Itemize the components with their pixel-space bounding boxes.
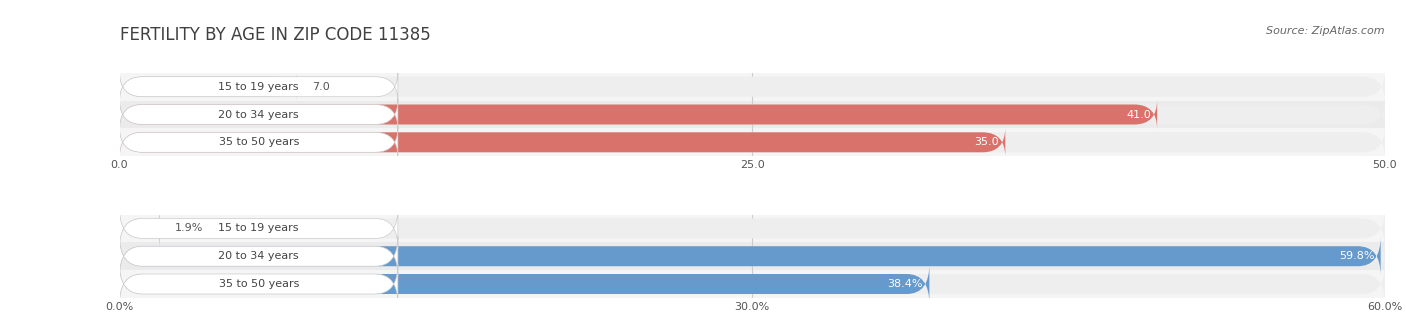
FancyBboxPatch shape: [120, 264, 929, 304]
Bar: [120, 73, 1385, 101]
Bar: [120, 101, 1385, 128]
FancyBboxPatch shape: [120, 264, 1385, 304]
Text: 15 to 19 years: 15 to 19 years: [218, 82, 299, 92]
Text: 7.0: 7.0: [312, 82, 329, 92]
FancyBboxPatch shape: [120, 236, 398, 276]
Text: Source: ZipAtlas.com: Source: ZipAtlas.com: [1267, 26, 1385, 36]
FancyBboxPatch shape: [120, 72, 398, 102]
Text: 1.9%: 1.9%: [174, 223, 202, 233]
Bar: [120, 270, 1385, 298]
FancyBboxPatch shape: [120, 209, 1385, 249]
Text: 15 to 19 years: 15 to 19 years: [218, 223, 299, 233]
Text: 35.0: 35.0: [974, 137, 1000, 147]
Text: 38.4%: 38.4%: [887, 279, 922, 289]
FancyBboxPatch shape: [120, 127, 1005, 157]
FancyBboxPatch shape: [120, 209, 398, 249]
FancyBboxPatch shape: [120, 264, 398, 304]
Bar: [120, 242, 1385, 270]
Bar: [120, 214, 1385, 242]
Text: 35 to 50 years: 35 to 50 years: [218, 137, 299, 147]
Text: 41.0: 41.0: [1126, 110, 1152, 119]
Text: 59.8%: 59.8%: [1339, 251, 1375, 261]
FancyBboxPatch shape: [120, 100, 1157, 129]
FancyBboxPatch shape: [120, 72, 1385, 102]
Text: FERTILITY BY AGE IN ZIP CODE 11385: FERTILITY BY AGE IN ZIP CODE 11385: [120, 26, 430, 44]
Text: 20 to 34 years: 20 to 34 years: [218, 110, 299, 119]
FancyBboxPatch shape: [120, 72, 297, 102]
FancyBboxPatch shape: [120, 236, 1381, 276]
Text: 20 to 34 years: 20 to 34 years: [218, 251, 299, 261]
Text: 35 to 50 years: 35 to 50 years: [218, 279, 299, 289]
FancyBboxPatch shape: [120, 100, 398, 129]
FancyBboxPatch shape: [120, 100, 1385, 129]
FancyBboxPatch shape: [120, 209, 160, 249]
Bar: [120, 128, 1385, 156]
FancyBboxPatch shape: [120, 127, 398, 157]
FancyBboxPatch shape: [120, 127, 1385, 157]
FancyBboxPatch shape: [120, 236, 1385, 276]
